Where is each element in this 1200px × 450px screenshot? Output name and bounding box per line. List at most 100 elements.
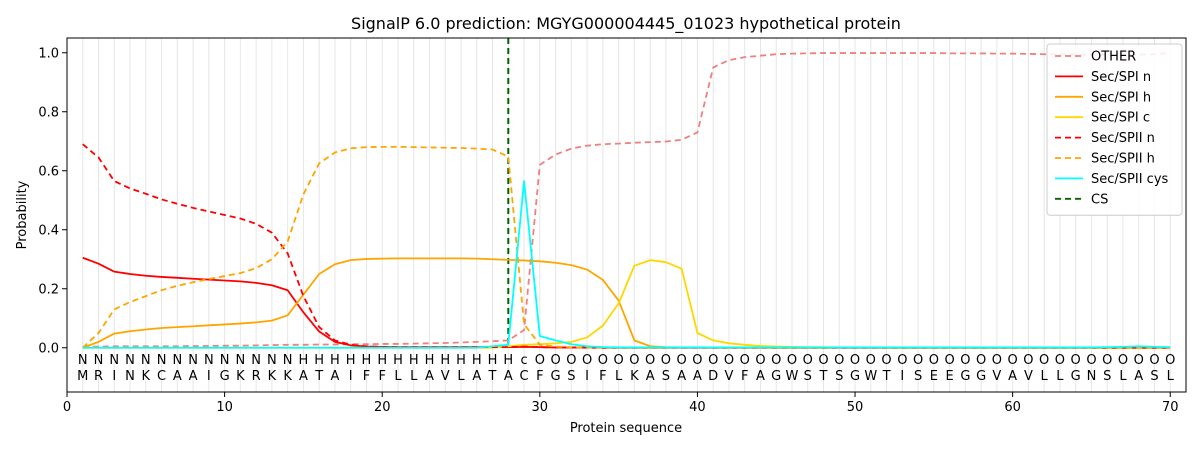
region-label: O (708, 353, 718, 368)
region-label: O (1165, 353, 1175, 368)
residue-label: T (314, 369, 323, 384)
residue-label: G (551, 369, 561, 384)
region-label: O (1039, 353, 1049, 368)
region-label: O (1008, 353, 1018, 368)
region-label: N (141, 353, 151, 368)
residue-label: S (835, 369, 843, 384)
residue-label: F (599, 369, 606, 384)
residue-label: S (662, 369, 670, 384)
residue-label: A (299, 369, 308, 384)
residue-label: A (756, 369, 765, 384)
residue-label: K (630, 369, 639, 384)
residue-label: I (900, 369, 904, 384)
series-line-sec-spii-n (82, 143, 1171, 349)
x-tick-label: 70 (1162, 400, 1179, 415)
plot-frame (66, 37, 1187, 393)
residue-label: W (864, 369, 877, 384)
residue-label: A (504, 369, 513, 384)
residue-label: S (1150, 369, 1158, 384)
x-tick-label: 10 (216, 400, 233, 415)
region-label: H (472, 353, 482, 368)
residue-label: V (441, 369, 450, 384)
residue-label: I (349, 369, 353, 384)
residue-label: M (77, 369, 88, 384)
x-tick-label: 0 (63, 400, 71, 415)
series-line-sec-spi-c (82, 259, 1171, 349)
residue-label: I (112, 369, 116, 384)
residue-label: G (1071, 369, 1081, 384)
x-tick-label: 20 (374, 400, 391, 415)
region-label: H (393, 353, 403, 368)
region-label: N (188, 353, 198, 368)
region-label: O (1102, 353, 1112, 368)
region-label: O (550, 353, 560, 368)
x-tick-label: 60 (1004, 400, 1021, 415)
sequence-labels: NMNRNINNNKNCNANANINGNKNRNKNKHAHTHAHIHFHF… (77, 353, 1175, 384)
region-label: O (1149, 353, 1159, 368)
region-label: O (803, 353, 813, 368)
region-label: N (283, 353, 293, 368)
legend-entry: Sec/SPI n (1091, 70, 1151, 85)
series-line-sec-spi-n (82, 256, 1171, 349)
legend-entry: Sec/SPI c (1091, 111, 1150, 126)
residue-label: V (724, 369, 733, 384)
residue-label: L (1041, 369, 1049, 384)
residue-label: T (819, 369, 828, 384)
region-label: O (692, 353, 702, 368)
region-label: N (220, 353, 230, 368)
legend-entry: Sec/SPII cys (1091, 172, 1169, 187)
region-label: H (503, 353, 513, 368)
residue-label: I (585, 369, 589, 384)
legend-entry: Sec/SPI h (1091, 90, 1151, 105)
residue-label: F (378, 369, 385, 384)
region-label: O (661, 353, 671, 368)
residue-label: A (173, 369, 182, 384)
region-label: O (1118, 353, 1128, 368)
legend-entry: Sec/SPII n (1091, 131, 1155, 146)
residue-label: A (646, 369, 655, 384)
region-label: O (677, 353, 687, 368)
region-label: H (440, 353, 450, 368)
region-label: O (629, 353, 639, 368)
residue-label: A (1008, 369, 1017, 384)
residue-label: E (930, 369, 938, 384)
region-label: O (1023, 353, 1033, 368)
y-tick-label: 0.2 (38, 282, 59, 297)
residue-label: T (488, 369, 497, 384)
residue-label: A (472, 369, 481, 384)
region-label: O (866, 353, 876, 368)
residue-label: G (850, 369, 860, 384)
residue-label: A (425, 369, 434, 384)
residue-label: L (394, 369, 402, 384)
region-label: H (409, 353, 419, 368)
series-line-sec-spii-h (82, 145, 1171, 349)
region-label: c (520, 353, 527, 368)
residue-label: A (330, 369, 339, 384)
residue-label: L (1119, 369, 1127, 384)
residue-label: S (804, 369, 812, 384)
region-label: N (125, 353, 135, 368)
region-label: O (614, 353, 624, 368)
region-label: O (834, 353, 844, 368)
region-label: H (488, 353, 498, 368)
region-label: N (78, 353, 88, 368)
x-tick-label: 50 (847, 400, 864, 415)
series-line-sec-spi-h (82, 257, 1171, 349)
y-tick-label: 0.8 (38, 105, 59, 120)
region-label: H (346, 353, 356, 368)
region-label: H (425, 353, 435, 368)
region-label: O (740, 353, 750, 368)
region-label: N (204, 353, 214, 368)
region-label: O (755, 353, 765, 368)
residue-label: G (771, 369, 781, 384)
x-tick-label: 40 (689, 400, 706, 415)
residue-label: A (189, 369, 198, 384)
region-label: O (1134, 353, 1144, 368)
region-label: H (362, 353, 372, 368)
region-label: O (724, 353, 734, 368)
y-tick-label: 1.0 (38, 46, 59, 61)
region-label: O (913, 353, 923, 368)
region-label: O (645, 353, 655, 368)
series-line-sec-spii-cys (82, 180, 1171, 349)
